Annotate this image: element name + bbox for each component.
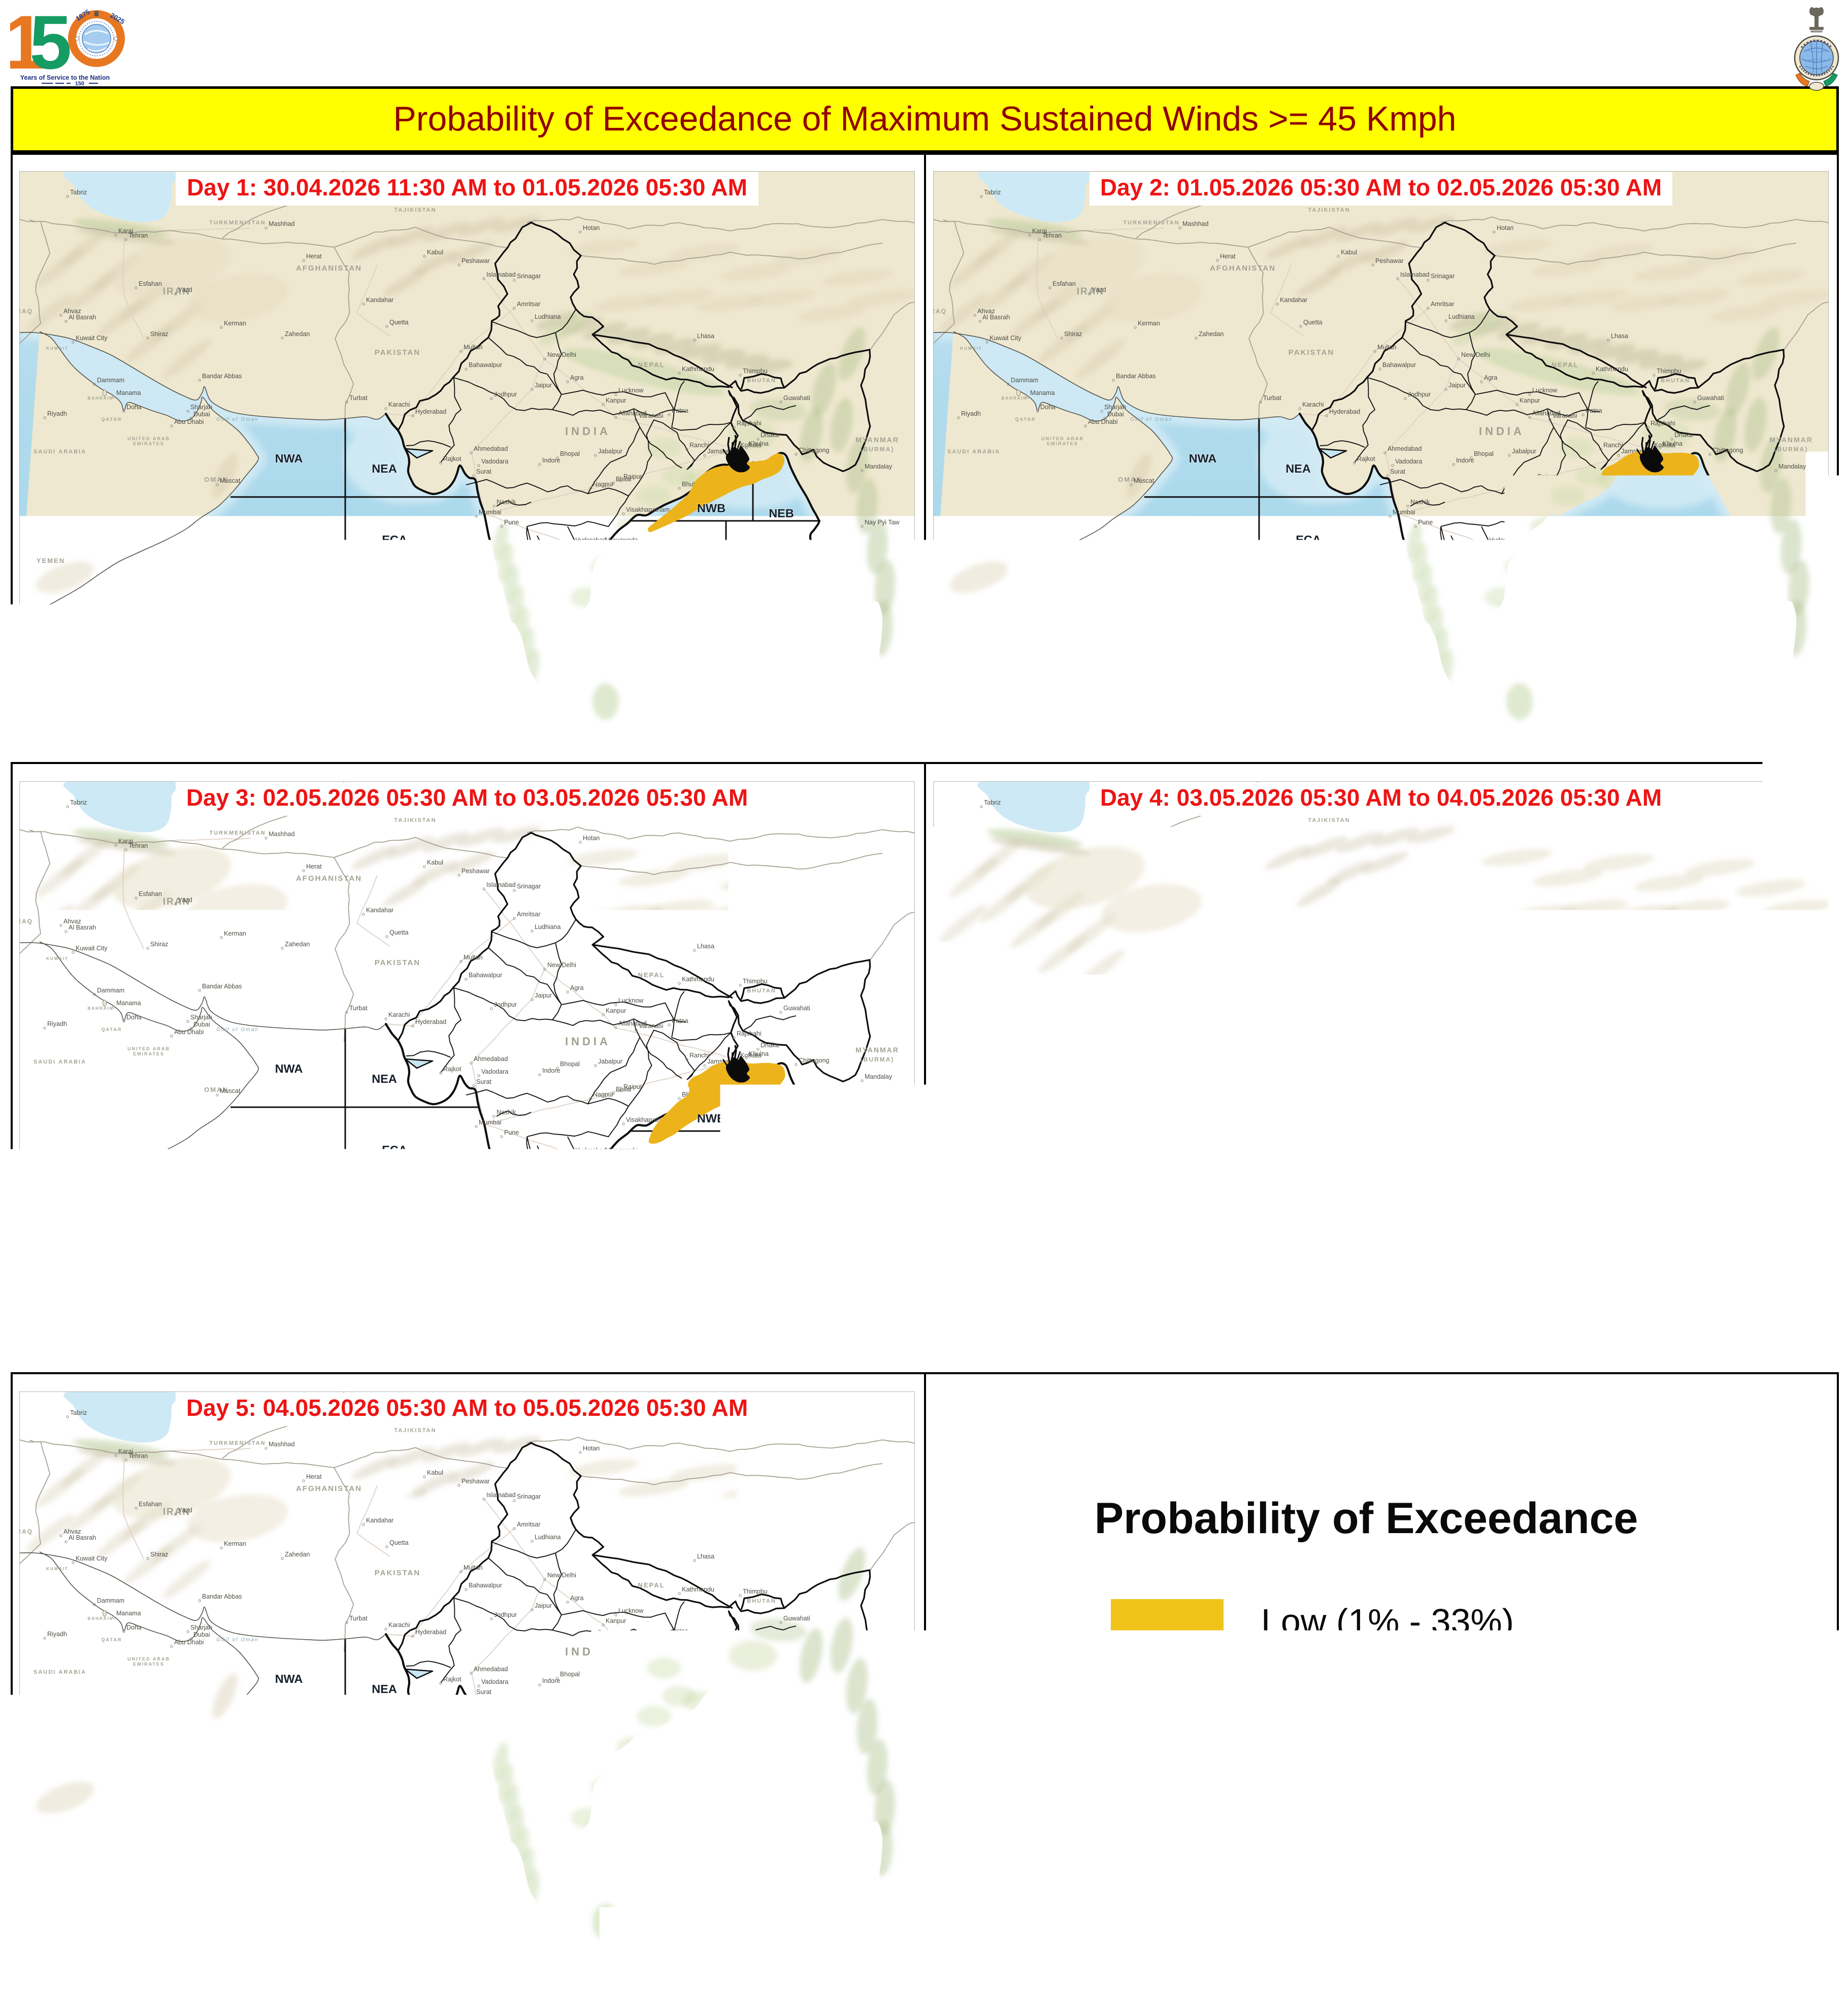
svg-text:5: 5 (29, 7, 72, 85)
svg-text:Years of Service to the Nation: Years of Service to the Nation (20, 74, 110, 81)
svg-text:150: 150 (75, 81, 84, 86)
